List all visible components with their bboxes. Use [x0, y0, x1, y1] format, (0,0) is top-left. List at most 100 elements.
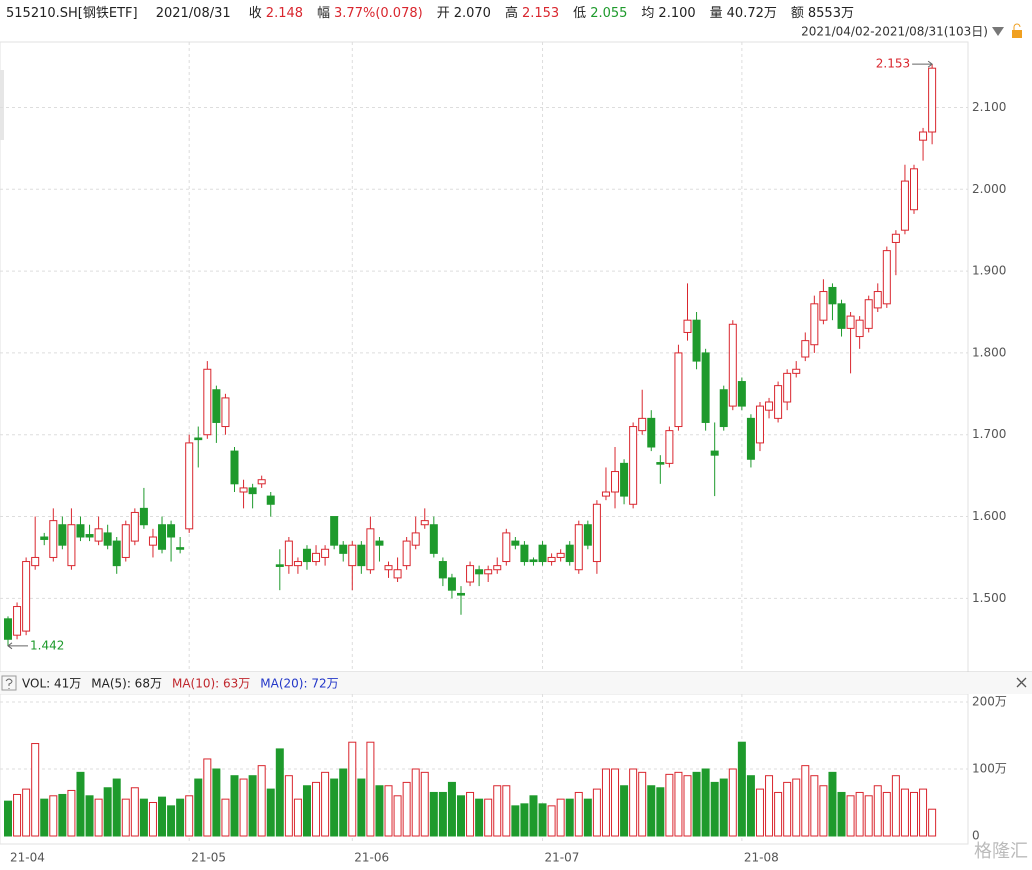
field-value: 2.153	[521, 6, 560, 21]
volume-bar	[22, 788, 31, 837]
volume-bar	[457, 795, 465, 837]
candle-body	[339, 544, 348, 554]
volume-bar	[339, 768, 348, 837]
candle-body	[67, 524, 76, 567]
volume-bar	[728, 768, 737, 837]
volume-bar	[873, 785, 882, 837]
y-tick-label: 2.000	[972, 182, 1006, 196]
side-handle	[0, 70, 4, 140]
volume-bar	[176, 798, 185, 837]
candle-body	[611, 471, 620, 493]
min-label: 1.442	[30, 638, 64, 652]
volume-bar	[837, 791, 846, 837]
volume-bar	[67, 789, 76, 837]
candle-body	[928, 67, 937, 133]
candle-body	[447, 577, 456, 591]
candle-body	[203, 368, 212, 436]
volume-bar	[248, 775, 257, 837]
volume-bar	[656, 787, 665, 837]
volume-bar	[321, 771, 330, 837]
field-label: 幅	[317, 6, 331, 21]
candle-body	[574, 524, 583, 571]
volume-bar	[629, 768, 638, 837]
volume-bar	[330, 778, 339, 837]
candle-body	[665, 430, 674, 464]
volume-bar	[891, 775, 900, 837]
volume-bar	[792, 778, 801, 837]
volume-bar	[592, 788, 601, 837]
volume-bar	[810, 775, 819, 837]
help-icon[interactable]	[1, 675, 17, 691]
volume-bar	[49, 795, 58, 837]
volume-bar	[348, 741, 357, 837]
candle-body	[284, 540, 293, 567]
field-value: 8553万	[807, 6, 854, 21]
y-tick-label: 2.100	[972, 100, 1006, 114]
volume-bar	[275, 748, 284, 837]
candle-body	[275, 564, 284, 567]
range-label[interactable]: 2021/04/02-2021/08/31(103日)	[801, 25, 988, 39]
volume-bar	[882, 791, 891, 837]
candle-body	[321, 548, 330, 558]
candle-body	[366, 528, 375, 571]
volume-bar	[674, 771, 683, 837]
y-tick-label: 1.500	[972, 591, 1006, 605]
candle-body	[900, 180, 909, 231]
candle-body	[194, 437, 203, 441]
candle-body	[792, 368, 801, 374]
candle-body	[583, 524, 592, 546]
volume-bar	[221, 798, 230, 837]
volume-bar	[284, 775, 293, 837]
field-value: 3.77%(0.078)	[334, 6, 423, 21]
volume-bar	[130, 787, 139, 837]
candle-body	[420, 520, 429, 526]
lock-icon[interactable]	[1012, 30, 1022, 38]
volume-bar	[683, 775, 692, 837]
volume-bar	[420, 771, 429, 837]
candle-body	[855, 319, 864, 338]
candle-body	[728, 323, 737, 407]
volume-bar	[212, 768, 221, 837]
candle-body	[221, 397, 230, 428]
candle-body	[647, 417, 656, 448]
field-label: 低	[573, 6, 587, 21]
y-tick-label: 1.600	[972, 509, 1006, 523]
code: 515210.SH[钢铁ETF]	[6, 6, 138, 21]
volume-bar	[583, 798, 592, 837]
date: 2021/08/31	[155, 6, 231, 21]
help-glyph	[5, 678, 13, 689]
volume-bar	[31, 743, 40, 837]
volume-bar	[493, 785, 502, 837]
volume-bar	[13, 793, 22, 837]
candle-body	[783, 372, 792, 403]
candle-body	[438, 561, 447, 579]
volume-bar	[257, 765, 266, 837]
candle-body	[638, 417, 647, 432]
volume-bar	[112, 778, 121, 837]
volume-bar	[601, 768, 610, 837]
candle-body	[121, 524, 130, 558]
candle-body	[330, 516, 339, 546]
candle-body	[103, 532, 112, 546]
candle-body	[312, 552, 321, 563]
watermark: 格隆汇	[974, 841, 1028, 862]
candle-body	[293, 561, 302, 567]
volume-bar	[864, 795, 873, 837]
candle-body	[393, 569, 402, 579]
candle-body	[873, 291, 882, 309]
field-value: 40.72万	[726, 6, 777, 21]
volume-bar	[103, 787, 112, 837]
candle-body	[257, 479, 266, 485]
candle-body	[185, 442, 194, 530]
x-tick-label: 21-04	[10, 851, 45, 865]
candle-body	[774, 385, 783, 419]
close-icon[interactable]	[1016, 677, 1027, 688]
candle-body	[248, 487, 257, 495]
volume-bar	[302, 785, 311, 837]
candle-body	[130, 511, 139, 542]
candle-body	[4, 618, 12, 640]
max-label: 2.153	[876, 57, 910, 71]
volume-bar	[511, 805, 520, 837]
candle-body	[457, 592, 465, 596]
range-dropdown[interactable]	[992, 27, 1004, 36]
